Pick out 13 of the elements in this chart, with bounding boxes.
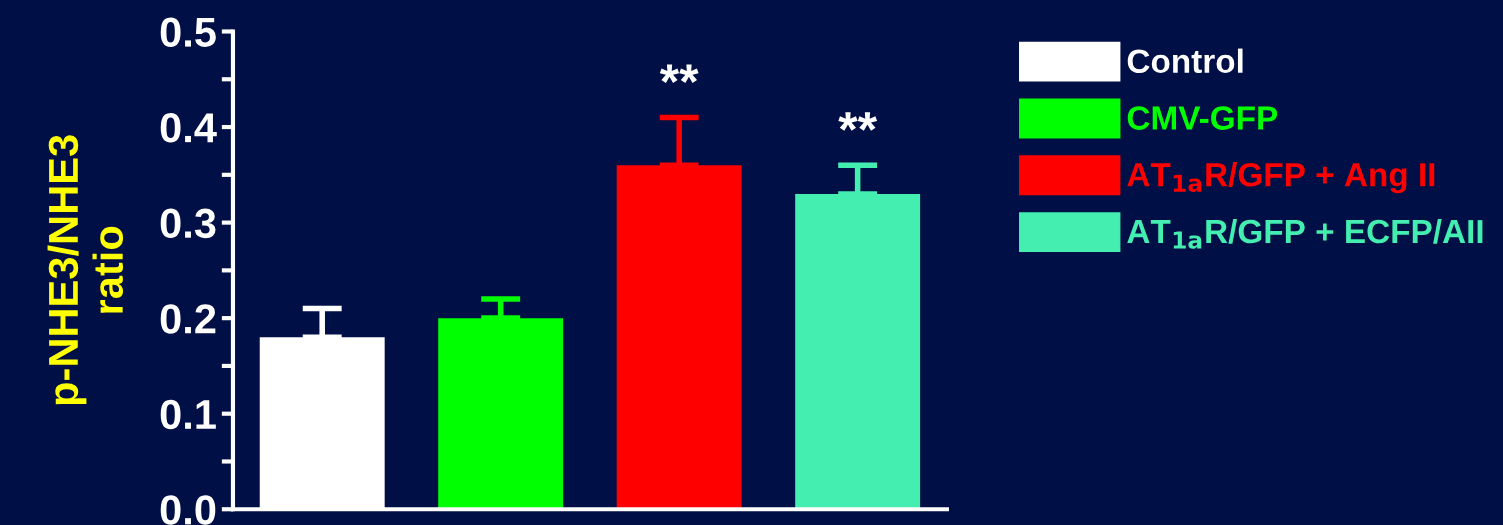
annotation: ** [838,112,878,131]
legend-label: AT$_{1a}$R/GFP + Ang II [1127,162,1435,194]
legend-label: Control [1127,48,1243,74]
y-tick-label: 0.3 [160,208,216,239]
legend-label: CMV-GFP [1127,106,1278,130]
y-axis-title: p-NHE3/NHE3 ratio [47,135,124,405]
annotation: ** [659,64,699,83]
y-tick-label: 0.1 [160,399,216,430]
y-tick-label: 0.5 [160,17,216,48]
y-tick-label: 0.0 [160,495,216,525]
y-tick-label: 0.4 [160,113,217,143]
legend-label: AT$_{1a}$R/GFP + ECFP/AII [1127,218,1483,249]
y-tick-label: 0.2 [160,304,216,334]
